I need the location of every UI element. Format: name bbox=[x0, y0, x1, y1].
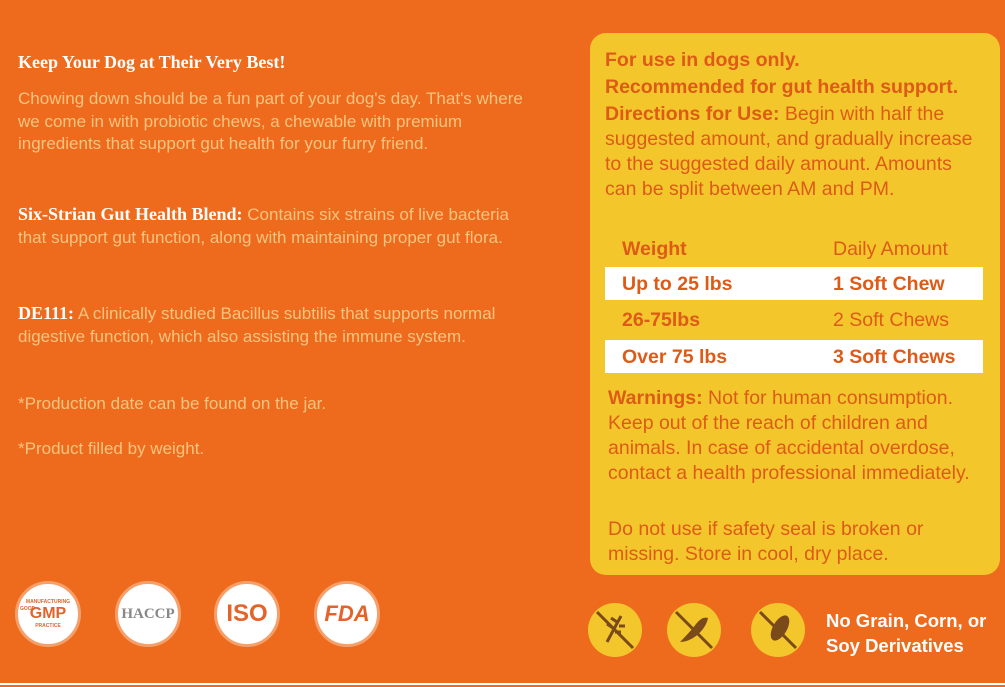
badge-ring: GOOD bbox=[20, 606, 36, 612]
directions-heading: Directions for Use: bbox=[605, 103, 780, 125]
cell: 3 Soft Chews bbox=[833, 346, 956, 368]
section: DE111: A clinically studied Bacillus sub… bbox=[18, 302, 533, 348]
directions-text: Begin with half the suggested amount, an… bbox=[605, 103, 973, 200]
section-text: A clinically studied Bacillus subtilis t… bbox=[18, 304, 496, 346]
panel-line: For use in dogs only. bbox=[605, 49, 800, 71]
free-from-line: No Grain, Corn, or bbox=[826, 610, 987, 631]
badge: ISO bbox=[214, 581, 280, 647]
no-grain-icon bbox=[588, 603, 642, 657]
badge: HACCP bbox=[115, 581, 181, 647]
note: *Product filled by weight. bbox=[18, 439, 205, 458]
badge: MANUFACTURING GMP PRACTICE GOOD bbox=[15, 581, 81, 647]
bottom-rule bbox=[0, 683, 1005, 685]
intro: Chowing down should be a fun part of you… bbox=[18, 89, 523, 153]
badge-label: HACCP bbox=[121, 605, 175, 622]
no-soy-icon bbox=[667, 603, 721, 657]
warnings-text: Not for human consumption. Keep out of t… bbox=[608, 387, 970, 484]
section-text: Contains six strains of live bacteria th… bbox=[18, 205, 509, 247]
badge-label: FDA bbox=[324, 601, 370, 626]
badge: FDA bbox=[314, 581, 380, 647]
cell: 2 Soft Chews bbox=[833, 309, 949, 331]
badge-ring: MANUFACTURING bbox=[25, 599, 71, 605]
free-from-line: Soy Derivatives bbox=[826, 635, 964, 656]
cell: 1 Soft Chew bbox=[833, 273, 945, 295]
table-row: Over 75 lbs 3 Soft Chews bbox=[605, 340, 983, 373]
header-cell: Weight bbox=[622, 238, 687, 260]
table-header: Weight Daily Amount bbox=[605, 232, 983, 265]
directions: Directions for Use: Begin with half the … bbox=[605, 102, 980, 202]
title: Keep Your Dog at Their Very Best! bbox=[18, 52, 286, 72]
table-row: 26-75lbs 2 Soft Chews bbox=[605, 303, 983, 336]
cell: 26-75lbs bbox=[622, 309, 701, 331]
panel-line: Recommended for gut health support. bbox=[605, 76, 959, 98]
header-cell: Daily Amount bbox=[833, 238, 948, 260]
no-corn-icon bbox=[751, 603, 805, 657]
storage: Do not use if safety seal is broken or m… bbox=[608, 518, 924, 565]
directions-panel: For use in dogs only. Recommended for gu… bbox=[590, 33, 1000, 575]
section: Six-Strian Gut Health Blend: Contains si… bbox=[18, 203, 533, 249]
table-row: Up to 25 lbs 1 Soft Chew bbox=[605, 267, 983, 300]
warnings-heading: Warnings: bbox=[608, 387, 703, 409]
section-heading: Six-Strian Gut Health Blend: bbox=[18, 204, 243, 224]
section-heading: DE111: bbox=[18, 303, 75, 323]
badge-ring: PRACTICE bbox=[35, 623, 61, 629]
badge-label: ISO bbox=[226, 600, 268, 627]
cell: Over 75 lbs bbox=[622, 346, 728, 368]
note: *Production date can be found on the jar… bbox=[18, 394, 327, 413]
badge-label: GMP bbox=[29, 605, 67, 622]
warnings: Warnings: Not for human consumption. Kee… bbox=[608, 386, 983, 486]
free-from: No Grain, Corn, or Soy Derivatives bbox=[826, 608, 986, 658]
cell: Up to 25 lbs bbox=[622, 273, 733, 295]
